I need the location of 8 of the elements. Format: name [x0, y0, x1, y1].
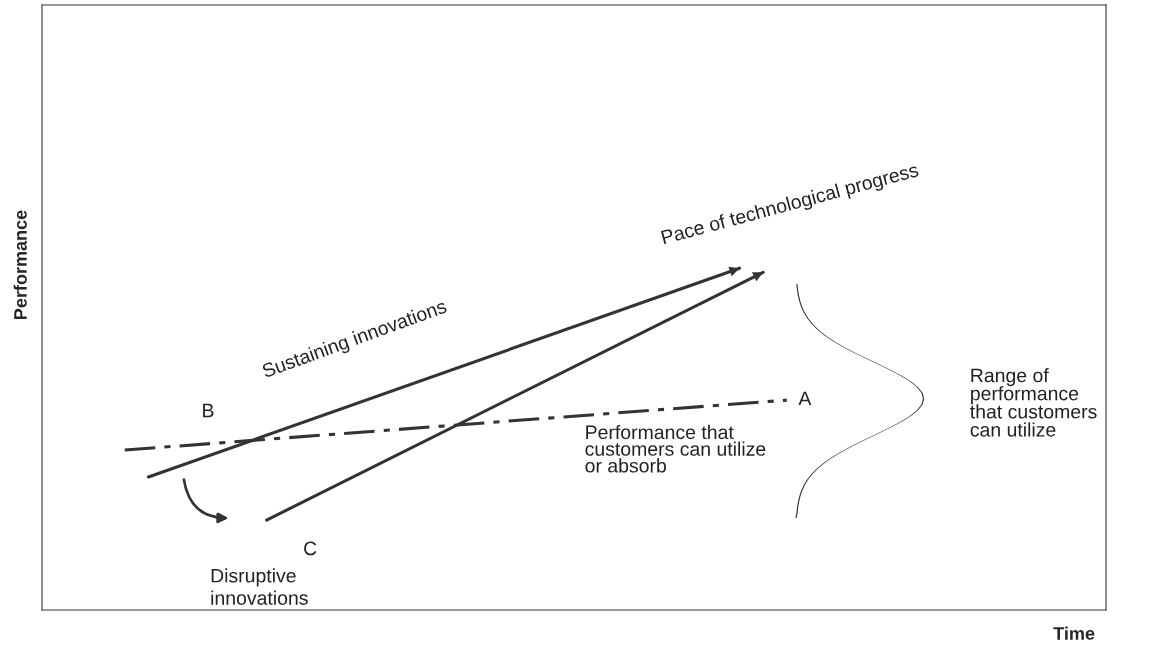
annotation: C — [304, 541, 317, 556]
annotation: Performance that customers can utilize or absorb — [585, 424, 766, 473]
annotation: A — [798, 391, 812, 406]
y-axis-title: Performance — [13, 210, 27, 319]
annotation: Range of performance that customers can utilize — [970, 368, 1097, 437]
x-axis-title: Time — [1053, 626, 1095, 640]
annotation: Disruptive innovations — [211, 568, 308, 605]
annotation: B — [203, 403, 214, 418]
